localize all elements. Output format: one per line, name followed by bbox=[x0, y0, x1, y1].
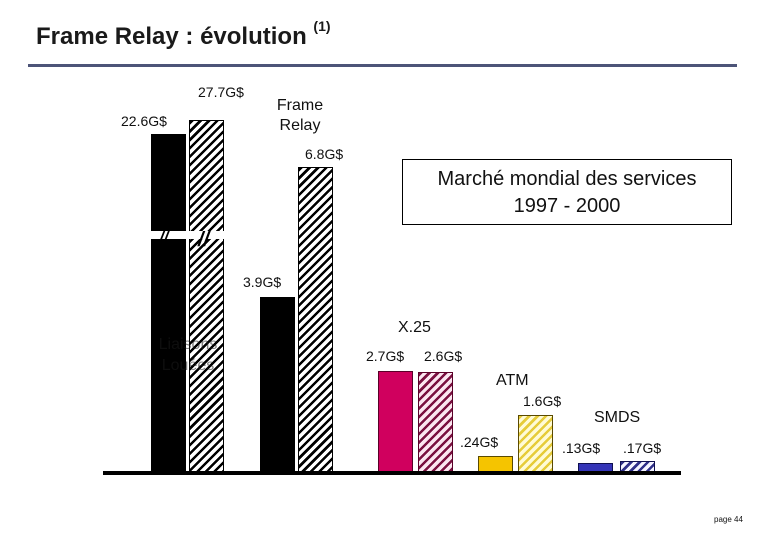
frame-relay-1997-value: 3.9G$ bbox=[243, 274, 282, 290]
frame-relay-2000-bar bbox=[298, 167, 333, 473]
frame-relay-label-line-1: Frame bbox=[276, 97, 324, 114]
leased-1997-bar bbox=[151, 134, 186, 473]
slide-title-text: Frame Relay : évolution bbox=[36, 23, 307, 50]
frame-relay-label-line-2: Relay bbox=[279, 117, 321, 134]
leased-label-line-2: Louées bbox=[161, 357, 215, 374]
leased-label-line-1: Liaisons bbox=[158, 336, 218, 353]
x25-1997-value: 2.7G$ bbox=[366, 348, 405, 364]
caption-line-1: Marché mondial des services bbox=[437, 168, 697, 190]
smds-2000-value: .17G$ bbox=[623, 440, 662, 456]
leased-lines-label: Liaisons Louées bbox=[148, 334, 228, 376]
frame-relay-group-label: Frame Relay bbox=[260, 96, 340, 136]
x25-2000-value: 2.6G$ bbox=[424, 348, 463, 364]
x25-group-label: X.25 bbox=[398, 319, 431, 336]
atm-group-label: ATM bbox=[496, 372, 529, 389]
axis-break-gap bbox=[148, 231, 228, 239]
atm-2000-value: 1.6G$ bbox=[523, 393, 562, 409]
page-number: page 44 bbox=[714, 515, 743, 524]
x25-2000-bar bbox=[418, 372, 453, 473]
leased-2000-value: 27.7G$ bbox=[198, 84, 244, 100]
slide-title: Frame Relay : évolution (1) bbox=[36, 18, 331, 51]
title-footnote-marker: (1) bbox=[313, 18, 331, 34]
frame-relay-1997-bar bbox=[260, 297, 295, 473]
chart-baseline bbox=[103, 471, 681, 475]
atm-1997-value: .24G$ bbox=[460, 434, 499, 450]
leased-1997-value: 22.6G$ bbox=[121, 113, 167, 129]
atm-2000-bar bbox=[518, 415, 553, 473]
chart-caption-box: Marché mondial des services 1997 - 2000 bbox=[402, 159, 732, 225]
leased-2000-bar bbox=[189, 120, 224, 473]
axis-break-mark-1997: // bbox=[160, 228, 169, 245]
axis-break-mark-2000: // bbox=[198, 229, 210, 251]
caption-line-2: 1997 - 2000 bbox=[513, 195, 621, 217]
x25-1997-bar bbox=[378, 371, 413, 473]
title-underline bbox=[28, 64, 737, 67]
smds-group-label: SMDS bbox=[594, 409, 641, 426]
smds-1997-value: .13G$ bbox=[562, 440, 601, 456]
frame-relay-2000-value: 6.8G$ bbox=[305, 146, 344, 162]
